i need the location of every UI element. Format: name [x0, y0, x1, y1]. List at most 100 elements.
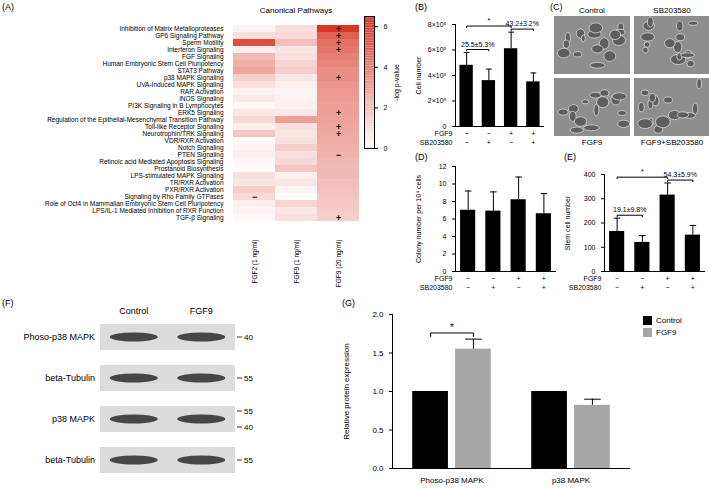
svg-text:300: 300 — [584, 195, 596, 202]
svg-text:FGF2 (1 ng/ml): FGF2 (1 ng/ml) — [251, 240, 259, 284]
html-text:(A): (A) — [2, 2, 14, 12]
svg-text:Canonical Pathways: Canonical Pathways — [260, 6, 332, 15]
svg-text:Colony number per 10⁴ cells: Colony number per 10⁴ cells — [415, 174, 423, 263]
svg-text:LPS/IL-1 Mediated Inhibition o: LPS/IL-1 Mediated Inhibition of RXR Func… — [92, 207, 224, 214]
svg-text:−: − — [615, 275, 619, 282]
svg-text:beta-Tubulin: beta-Tubulin — [45, 373, 95, 383]
svg-text:2: 2 — [384, 104, 388, 111]
svg-text:0: 0 — [384, 145, 388, 152]
svg-text:54.3±5.9%: 54.3±5.9% — [664, 171, 697, 178]
svg-text:43.2±3.2%: 43.2±3.2% — [506, 20, 539, 27]
svg-text:100: 100 — [584, 243, 596, 250]
svg-text:+: + — [517, 275, 521, 282]
svg-text:FGF9: FGF9 — [435, 130, 453, 137]
svg-text:19.1±9.8%: 19.1±9.8% — [613, 206, 646, 213]
svg-text:TGF-β Signaling: TGF-β Signaling — [176, 214, 224, 222]
svg-text:*: * — [488, 17, 491, 24]
svg-text:FGF9: FGF9 — [584, 275, 602, 282]
svg-text:4: 4 — [384, 64, 388, 71]
svg-text:*: * — [450, 322, 454, 333]
svg-text:Cell number: Cell number — [415, 56, 422, 94]
svg-text:VDR/RXR Activation: VDR/RXR Activation — [165, 137, 224, 144]
svg-text:+: + — [509, 130, 513, 137]
svg-text:40: 40 — [244, 333, 253, 342]
svg-text:25.5±5.3%: 25.5±5.3% — [461, 41, 494, 48]
svg-text:55: 55 — [244, 407, 253, 416]
svg-text:+: + — [640, 284, 644, 291]
svg-text:−: − — [465, 130, 469, 137]
svg-text:−: − — [509, 139, 513, 146]
svg-text:+: + — [491, 284, 495, 291]
svg-text:55: 55 — [244, 456, 253, 465]
svg-text:4: 4 — [443, 233, 447, 240]
svg-text:−: − — [491, 275, 495, 282]
svg-text:2×10⁵: 2×10⁵ — [428, 97, 447, 104]
svg-text:+: + — [542, 275, 546, 282]
svg-text:SB203580: SB203580 — [420, 284, 453, 291]
svg-text:+: + — [336, 108, 341, 118]
svg-text:+: + — [691, 275, 695, 282]
svg-text:1.0: 1.0 — [372, 387, 384, 396]
svg-text:+: + — [531, 139, 535, 146]
svg-text:12: 12 — [439, 163, 447, 170]
svg-text:8: 8 — [443, 198, 447, 205]
svg-text:0.0: 0.0 — [372, 464, 384, 473]
svg-text:FGF9: FGF9 — [435, 275, 453, 282]
svg-text:−: − — [640, 275, 644, 282]
svg-text:p38 MAPK: p38 MAPK — [552, 476, 591, 485]
svg-text:FGF9: FGF9 — [190, 306, 213, 316]
svg-text:Control: Control — [119, 306, 148, 316]
svg-text:+: + — [336, 73, 341, 83]
svg-text:−: − — [487, 130, 491, 137]
svg-text:+: + — [666, 275, 670, 282]
svg-text:FGF9 (20 ng/ml): FGF9 (20 ng/ml) — [335, 240, 343, 288]
svg-text:6×10⁵: 6×10⁵ — [428, 46, 447, 53]
svg-text:400: 400 — [584, 171, 596, 178]
svg-text:−: − — [615, 284, 619, 291]
svg-text:8×10⁵: 8×10⁵ — [428, 21, 447, 28]
svg-text:TR/RXR Activation: TR/RXR Activation — [170, 179, 224, 186]
svg-text:6: 6 — [443, 215, 447, 222]
svg-text:1.5: 1.5 — [372, 349, 384, 358]
svg-text:10: 10 — [439, 180, 447, 187]
svg-text:−: − — [666, 284, 670, 291]
svg-text:-log p-value: -log p-value — [393, 64, 401, 101]
svg-text:SB203580: SB203580 — [420, 139, 453, 146]
svg-text:Relative protein expression: Relative protein expression — [342, 343, 351, 440]
svg-text:40: 40 — [244, 423, 253, 432]
svg-text:+: + — [531, 130, 535, 137]
svg-text:55: 55 — [244, 374, 253, 383]
svg-text:Phoso-p38 MAPK: Phoso-p38 MAPK — [420, 476, 484, 485]
svg-text:Phoso-p38 MAPK: Phoso-p38 MAPK — [23, 332, 95, 342]
svg-text:−: − — [466, 284, 470, 291]
svg-text:2.0: 2.0 — [372, 310, 384, 319]
svg-text:Control: Control — [579, 6, 605, 15]
svg-text:SB203580: SB203580 — [569, 284, 602, 291]
svg-text:−: − — [252, 192, 257, 202]
svg-text:beta-Tubulin: beta-Tubulin — [45, 455, 95, 465]
svg-text:p38 MAPK: p38 MAPK — [52, 414, 95, 424]
svg-text:+: + — [336, 129, 341, 139]
svg-text:FGF9 (1 ng/ml): FGF9 (1 ng/ml) — [293, 240, 301, 284]
svg-text:RAR Activation: RAR Activation — [180, 88, 224, 95]
svg-text:Stem cell number: Stem cell number — [564, 195, 571, 250]
svg-text:4×10⁵: 4×10⁵ — [428, 72, 447, 79]
svg-text:−: − — [465, 139, 469, 146]
svg-text:0.5: 0.5 — [372, 426, 384, 435]
svg-text:200: 200 — [584, 219, 596, 226]
svg-text:+: + — [336, 45, 341, 55]
svg-text:6: 6 — [384, 23, 388, 30]
svg-text:FGF9+SB203580: FGF9+SB203580 — [641, 138, 704, 147]
svg-text:+: + — [691, 284, 695, 291]
svg-text:−: − — [517, 284, 521, 291]
svg-text:+: + — [487, 139, 491, 146]
svg-text:+: + — [542, 284, 546, 291]
svg-text:2: 2 — [443, 250, 447, 257]
svg-text:−: − — [336, 150, 341, 160]
svg-text:*: * — [641, 168, 644, 175]
svg-text:−: − — [466, 275, 470, 282]
svg-text:FGF9: FGF9 — [582, 138, 603, 147]
svg-text:PXR/RXR Activation: PXR/RXR Activation — [165, 186, 224, 193]
svg-text:SB203580: SB203580 — [653, 6, 691, 15]
svg-text:+: + — [336, 213, 341, 223]
